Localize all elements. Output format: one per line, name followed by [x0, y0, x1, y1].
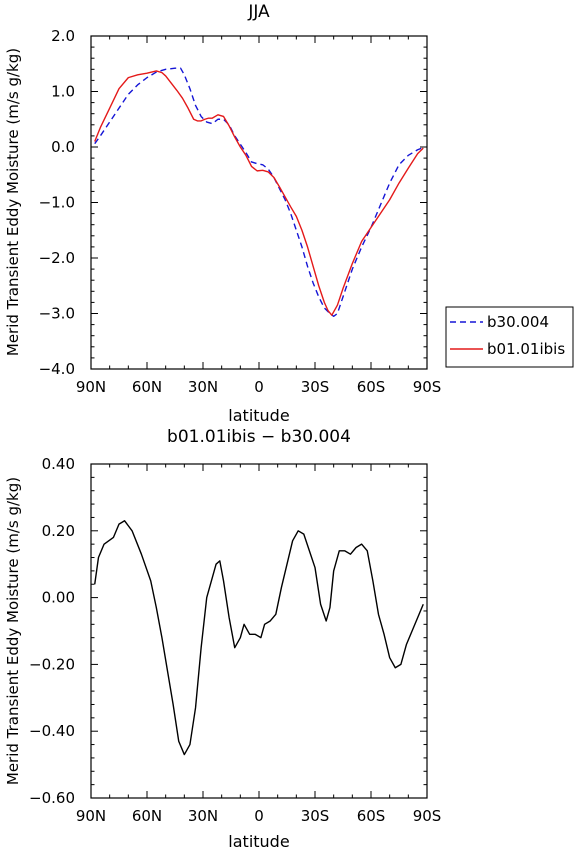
- panel-bottom-x-tick-labels: 90N 60N 30N 0 30S 60S 90S: [76, 807, 441, 825]
- plot-frame: [90, 463, 428, 799]
- y-tick-label: 1.0: [51, 83, 75, 101]
- panel-bottom-ylabel: Merid Transient Eddy Moisture (m/s g/kg): [4, 477, 22, 785]
- x-tick-label: 30S: [301, 807, 330, 825]
- y-tick-label: −1.0: [39, 194, 75, 212]
- y-tick-label: −4.0: [39, 360, 75, 378]
- panel-top-ticks: [90, 35, 428, 370]
- x-tick-label: 90S: [413, 807, 442, 825]
- y-tick-label: 2.0: [51, 27, 75, 45]
- series-line-b30-004: [94, 67, 424, 317]
- x-tick-label: 0: [254, 378, 264, 396]
- panel-bottom: b01.01ibis − b30.004 90N 60N 30N 0 30S 60S 90S…: [4, 427, 441, 851]
- panel-bottom-xlabel: latitude: [228, 832, 289, 851]
- x-tick-label: 30S: [301, 378, 330, 396]
- x-tick-label: 90N: [76, 378, 106, 396]
- y-tick-label: −3.0: [39, 305, 75, 323]
- y-tick-label: −2.0: [39, 249, 75, 267]
- x-tick-label: 90N: [76, 807, 106, 825]
- series-line-b01-01ibis: [94, 70, 424, 316]
- panel-top-series: [94, 67, 424, 317]
- panel-bottom-y-tick-labels: 0.40 0.20 0.00 −0.20 −0.40 −0.60: [29, 455, 75, 807]
- panel-bottom-series: [94, 520, 424, 756]
- panel-top-x-tick-labels: 90N 60N 30N 0 30S 60S 90S: [76, 378, 441, 396]
- x-tick-label: 30N: [188, 378, 218, 396]
- plot-frame: [90, 35, 428, 370]
- legend-label-b30-004: b30.004: [487, 313, 549, 331]
- panel-top-xlabel: latitude: [228, 406, 289, 425]
- y-tick-label: −0.40: [29, 722, 75, 740]
- y-tick-label: 0.20: [42, 522, 75, 540]
- y-tick-label: −0.20: [29, 655, 75, 673]
- x-tick-label: 60N: [132, 378, 162, 396]
- panel-top-plot: [90, 35, 428, 370]
- legend-label-b01-01ibis: b01.01ibis: [487, 340, 565, 358]
- x-tick-label: 60N: [132, 807, 162, 825]
- panel-bottom-plot: [90, 463, 428, 799]
- y-tick-label: 0.0: [51, 138, 75, 156]
- x-tick-label: 60S: [357, 378, 386, 396]
- panel-top: JJA 90N 60N 30N 0 30S 60S 90S 2.0 1.0 0.0 −1.0 −2.…: [4, 2, 574, 425]
- panel-bottom-ticks: [90, 463, 428, 799]
- y-tick-label: 0.00: [42, 589, 75, 607]
- panel-top-title: JJA: [247, 2, 270, 22]
- x-tick-label: 0: [254, 807, 264, 825]
- panel-top-ylabel: Merid Transient Eddy Moisture (m/s g/kg): [4, 48, 22, 356]
- x-tick-label: 90S: [413, 378, 442, 396]
- legend: b30.004 b01.01ibis: [445, 306, 574, 368]
- x-tick-label: 60S: [357, 807, 386, 825]
- y-tick-label: −0.60: [29, 789, 75, 807]
- series-line-0: [94, 520, 424, 756]
- y-tick-label: 0.40: [42, 455, 75, 473]
- legend-box: [445, 306, 574, 368]
- panel-bottom-title: b01.01ibis − b30.004: [167, 427, 351, 447]
- panel-top-y-tick-labels: 2.0 1.0 0.0 −1.0 −2.0 −3.0 −4.0: [39, 27, 75, 378]
- x-tick-label: 30N: [188, 807, 218, 825]
